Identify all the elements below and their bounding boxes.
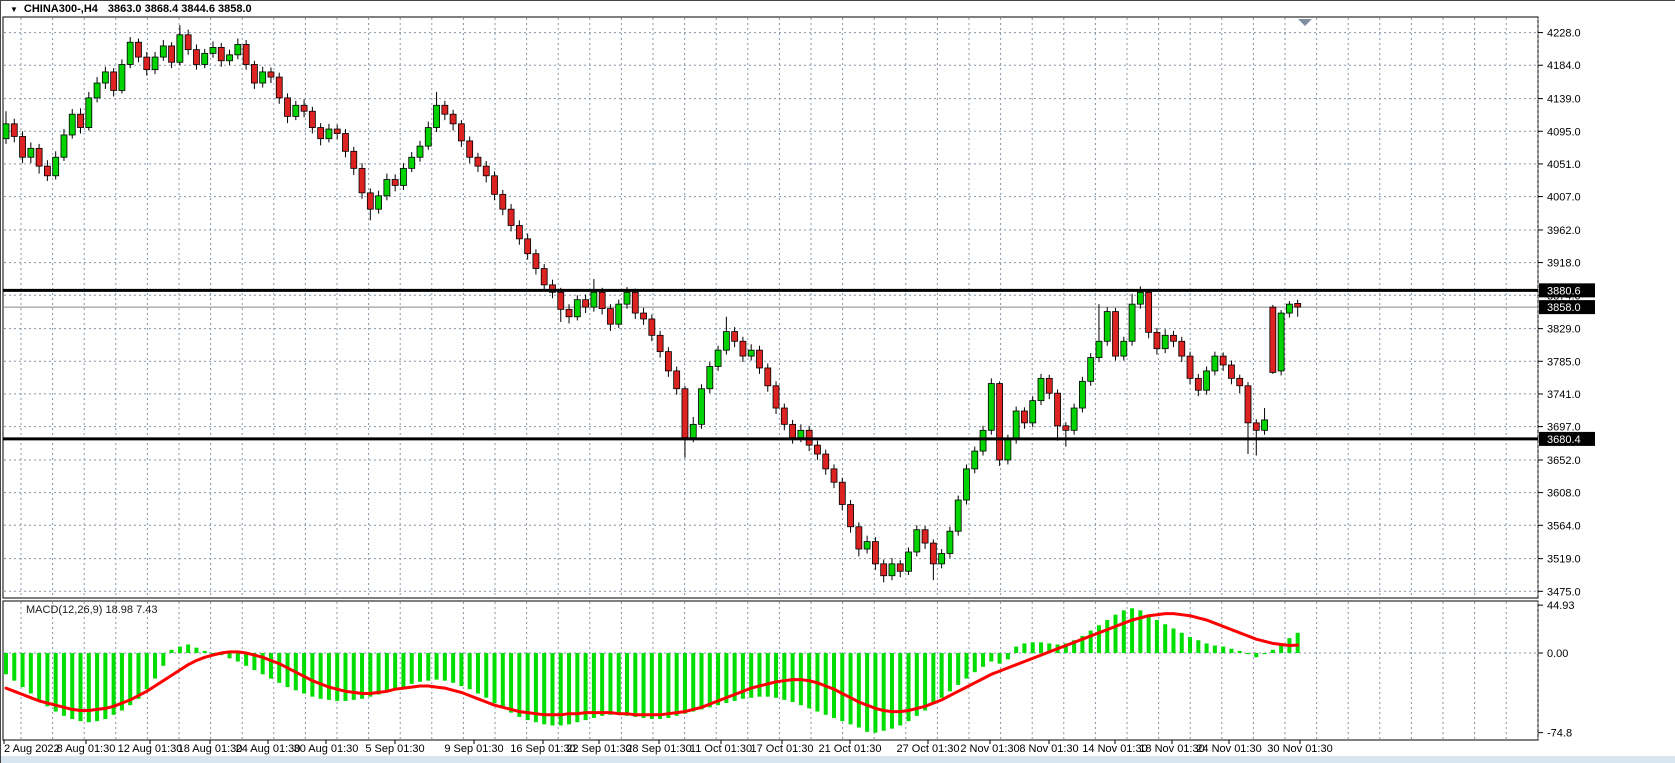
- svg-text:3829.0: 3829.0: [1547, 324, 1581, 336]
- window-left-border: [0, 0, 1, 763]
- svg-text:8 Aug 01:30: 8 Aug 01:30: [57, 743, 116, 755]
- price-axis[interactable]: 4228.0 4184.0 4139.0 4095.0 4051.0 4007.0 3962…: [1538, 28, 1581, 599]
- svg-text:28 Sep 01:30: 28 Sep 01:30: [626, 743, 691, 755]
- svg-text:21 Oct 01:30: 21 Oct 01:30: [819, 743, 882, 755]
- horizontal-trend-lines[interactable]: [3, 288, 1538, 441]
- svg-text:2 Aug 2022: 2 Aug 2022: [4, 743, 60, 755]
- macd-signal-line: [4, 612, 1300, 717]
- svg-text:0.00: 0.00: [1547, 648, 1568, 660]
- svg-text:3880.6: 3880.6: [1547, 285, 1581, 297]
- svg-text:4095.0: 4095.0: [1547, 126, 1581, 138]
- current-price-tag: 3858.0: [1539, 300, 1595, 315]
- svg-text:3785.0: 3785.0: [1547, 356, 1581, 368]
- svg-text:3564.0: 3564.0: [1547, 520, 1581, 532]
- chart-title-bar: ▼ CHINA300-,H4 3863.0 3868.4 3844.6 3858…: [3, 1, 1538, 17]
- svg-text:3697.0: 3697.0: [1547, 422, 1581, 434]
- svg-text:24 Aug 01:30: 24 Aug 01:30: [236, 743, 301, 755]
- svg-text:4139.0: 4139.0: [1547, 94, 1581, 106]
- svg-text:5 Sep 01:30: 5 Sep 01:30: [365, 743, 424, 755]
- svg-text:4184.0: 4184.0: [1547, 60, 1581, 72]
- ohlc-readout: 3863.0 3868.4 3844.6 3858.0: [107, 3, 252, 15]
- svg-text:30 Nov 01:30: 30 Nov 01:30: [1267, 743, 1332, 755]
- svg-text:22 Sep 01:30: 22 Sep 01:30: [566, 743, 631, 755]
- candlesticks: [2, 25, 1302, 583]
- svg-text:4051.0: 4051.0: [1547, 159, 1581, 171]
- svg-text:24 Nov 01:30: 24 Nov 01:30: [1196, 743, 1261, 755]
- svg-text:11 Oct 01:30: 11 Oct 01:30: [690, 743, 752, 755]
- macd-axis[interactable]: 44.93 0.00 -74.8: [1538, 600, 1575, 740]
- svg-text:18 Aug 01:30: 18 Aug 01:30: [178, 743, 243, 755]
- svg-text:3652.0: 3652.0: [1547, 455, 1581, 467]
- svg-text:3962.0: 3962.0: [1547, 225, 1581, 237]
- svg-text:14 Nov 01:30: 14 Nov 01:30: [1082, 743, 1147, 755]
- support-price-tag: 3680.4: [1539, 431, 1595, 446]
- svg-text:8 Nov 01:30: 8 Nov 01:30: [1019, 743, 1078, 755]
- svg-text:3680.4: 3680.4: [1547, 434, 1581, 446]
- resistance-price-tag: 3880.6: [1539, 283, 1595, 298]
- svg-text:4007.0: 4007.0: [1547, 192, 1581, 204]
- macd-signal-value: 7.43: [136, 604, 158, 616]
- macd-indicator-label: MACD(12,26,9) 18.98 7.43: [26, 604, 158, 616]
- svg-text:27 Oct 01:30: 27 Oct 01:30: [897, 743, 960, 755]
- svg-text:3918.0: 3918.0: [1547, 258, 1581, 270]
- macd-name: MACD(12,26,9): [26, 604, 103, 616]
- svg-text:4228.0: 4228.0: [1547, 28, 1581, 40]
- window-bottom-edge: [0, 756, 1675, 763]
- svg-text:2 Nov 01:30: 2 Nov 01:30: [960, 743, 1019, 755]
- svg-text:18 Nov 01:30: 18 Nov 01:30: [1139, 743, 1204, 755]
- grid: [4, 18, 1539, 739]
- svg-text:3608.0: 3608.0: [1547, 488, 1581, 500]
- svg-text:12 Aug 01:30: 12 Aug 01:30: [118, 743, 183, 755]
- svg-text:3519.0: 3519.0: [1547, 554, 1581, 566]
- svg-text:17 Oct 01:30: 17 Oct 01:30: [751, 743, 814, 755]
- svg-text:3475.0: 3475.0: [1547, 586, 1581, 598]
- symbol-dropdown-icon[interactable]: ▼: [10, 4, 18, 14]
- svg-text:16 Sep 01:30: 16 Sep 01:30: [510, 743, 575, 755]
- window-top-border: [0, 0, 1675, 1]
- svg-text:9 Sep 01:30: 9 Sep 01:30: [444, 743, 503, 755]
- chart-shift-marker-icon[interactable]: [1298, 19, 1312, 26]
- symbol-period-label: CHINA300-,H4: [23, 3, 98, 15]
- macd-main-value: 18.98: [105, 604, 134, 616]
- svg-text:3858.0: 3858.0: [1547, 302, 1581, 314]
- svg-text:44.93: 44.93: [1547, 600, 1575, 612]
- svg-text:3741.0: 3741.0: [1547, 389, 1581, 401]
- svg-text:-74.8: -74.8: [1547, 728, 1572, 740]
- svg-text:30 Aug 01:30: 30 Aug 01:30: [294, 743, 359, 755]
